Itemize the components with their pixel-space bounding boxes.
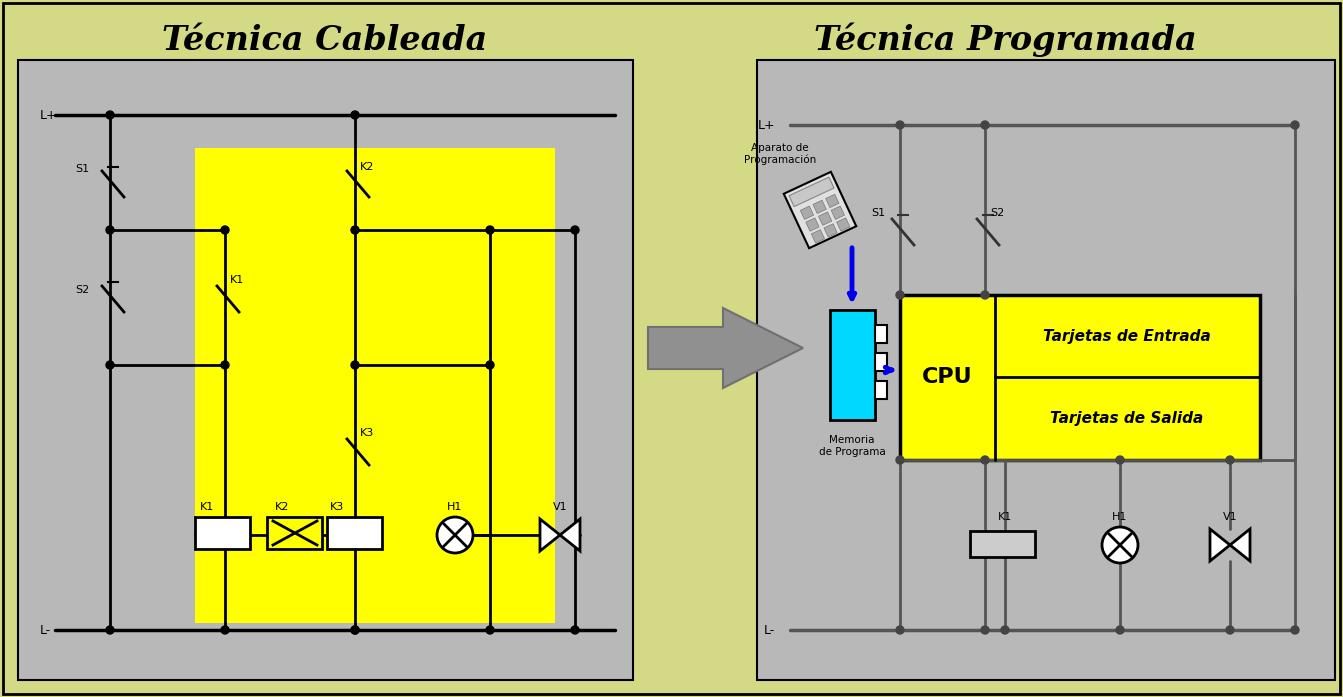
- Circle shape: [896, 456, 904, 464]
- Polygon shape: [811, 230, 825, 243]
- Text: H1: H1: [447, 502, 463, 512]
- Circle shape: [1226, 626, 1234, 634]
- Polygon shape: [1210, 529, 1230, 561]
- Circle shape: [106, 111, 114, 119]
- Bar: [326, 517, 381, 549]
- Text: S2: S2: [75, 285, 89, 295]
- Polygon shape: [1230, 529, 1250, 561]
- Bar: [876, 381, 886, 399]
- Text: K1: K1: [200, 502, 215, 512]
- Circle shape: [486, 626, 494, 634]
- Text: V1: V1: [1222, 512, 1237, 522]
- Circle shape: [1103, 527, 1138, 563]
- Bar: [17, 60, 633, 680]
- Polygon shape: [826, 194, 839, 208]
- Text: K2: K2: [275, 502, 289, 512]
- Circle shape: [106, 626, 114, 634]
- Circle shape: [106, 226, 114, 234]
- Circle shape: [106, 361, 114, 369]
- Polygon shape: [825, 224, 837, 237]
- Circle shape: [351, 226, 359, 234]
- Circle shape: [486, 361, 494, 369]
- Circle shape: [896, 291, 904, 299]
- Circle shape: [436, 517, 473, 553]
- Circle shape: [571, 226, 579, 234]
- Polygon shape: [784, 172, 857, 248]
- Text: K2: K2: [360, 162, 375, 172]
- Text: L-: L-: [764, 624, 775, 636]
- Polygon shape: [818, 212, 831, 225]
- Bar: [830, 310, 876, 420]
- Text: K1: K1: [230, 275, 244, 285]
- Text: CPU: CPU: [921, 367, 972, 387]
- Bar: [970, 531, 1035, 557]
- Text: L+: L+: [40, 109, 58, 121]
- Bar: [876, 325, 886, 343]
- Polygon shape: [649, 308, 803, 388]
- Polygon shape: [540, 519, 560, 551]
- Text: S1: S1: [75, 164, 89, 174]
- Polygon shape: [560, 519, 580, 551]
- Text: Técnica Cableada: Técnica Cableada: [163, 24, 488, 56]
- Circle shape: [222, 361, 230, 369]
- Circle shape: [1291, 121, 1299, 129]
- Text: H1: H1: [1112, 512, 1128, 522]
- Circle shape: [222, 626, 230, 634]
- Text: L+: L+: [757, 118, 775, 132]
- Bar: [195, 517, 250, 549]
- Text: Aparato de
Programación: Aparato de Programación: [744, 143, 817, 165]
- Polygon shape: [831, 206, 845, 220]
- Circle shape: [980, 626, 988, 634]
- Bar: [876, 353, 886, 371]
- Circle shape: [1116, 456, 1124, 464]
- Circle shape: [1001, 626, 1009, 634]
- Bar: [900, 295, 1260, 460]
- Text: V1: V1: [553, 502, 567, 512]
- Circle shape: [351, 626, 359, 634]
- Text: Técnica Programada: Técnica Programada: [814, 23, 1197, 57]
- Text: L-: L-: [40, 624, 51, 636]
- Circle shape: [896, 626, 904, 634]
- Circle shape: [351, 361, 359, 369]
- Circle shape: [222, 226, 230, 234]
- Circle shape: [980, 121, 988, 129]
- Circle shape: [571, 626, 579, 634]
- Text: K3: K3: [330, 502, 344, 512]
- Circle shape: [980, 291, 988, 299]
- Text: Tarjetas de Salida: Tarjetas de Salida: [1050, 411, 1203, 425]
- Circle shape: [1226, 456, 1234, 464]
- Text: K3: K3: [360, 428, 375, 438]
- Circle shape: [980, 456, 988, 464]
- Circle shape: [351, 626, 359, 634]
- Text: K1: K1: [998, 512, 1013, 522]
- Polygon shape: [806, 218, 819, 231]
- Circle shape: [1116, 626, 1124, 634]
- Bar: [757, 60, 1335, 680]
- Polygon shape: [837, 218, 850, 231]
- Polygon shape: [790, 177, 834, 206]
- Text: Memoria
de Programa: Memoria de Programa: [819, 435, 885, 457]
- Text: S2: S2: [990, 208, 1005, 218]
- Circle shape: [351, 111, 359, 119]
- Circle shape: [1291, 626, 1299, 634]
- Circle shape: [896, 121, 904, 129]
- Polygon shape: [813, 200, 826, 213]
- Polygon shape: [800, 206, 814, 220]
- Circle shape: [486, 226, 494, 234]
- Bar: [267, 517, 322, 549]
- Bar: [195, 148, 555, 623]
- Text: S1: S1: [872, 208, 885, 218]
- Text: Tarjetas de Entrada: Tarjetas de Entrada: [1044, 328, 1211, 344]
